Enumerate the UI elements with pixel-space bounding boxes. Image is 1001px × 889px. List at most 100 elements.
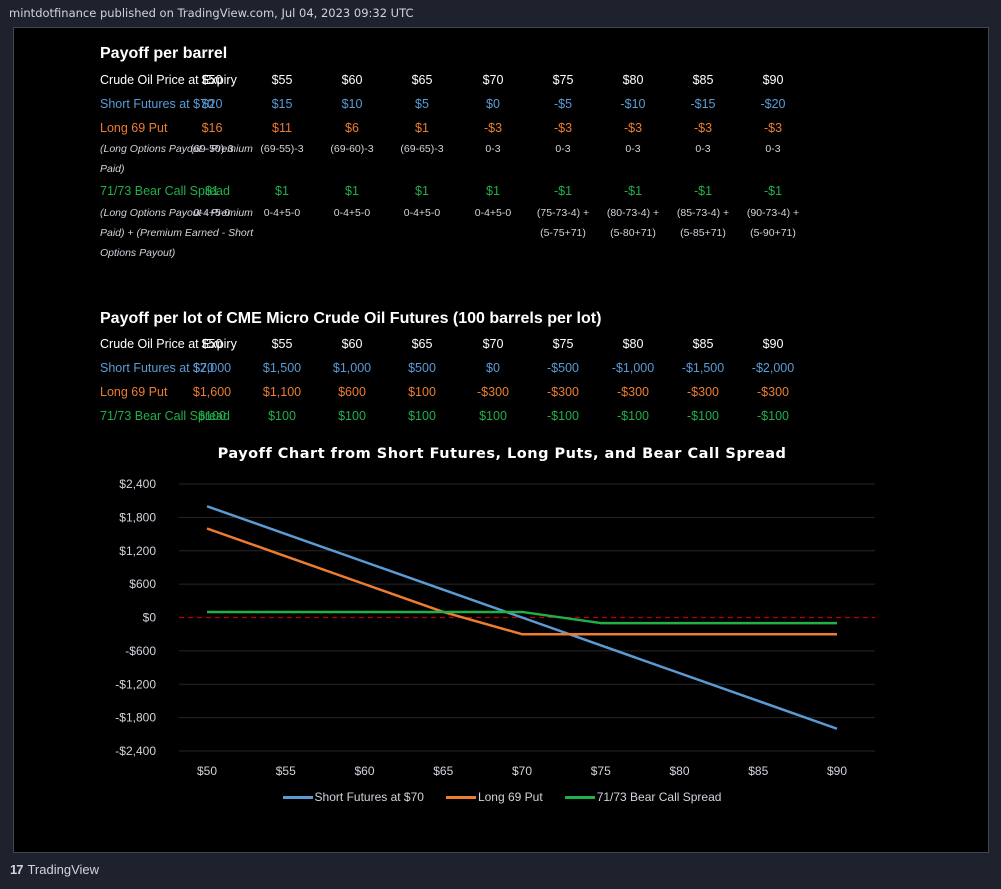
formula-cell: (69-50)-3 [190, 143, 234, 155]
y-tick-label: -$1,800 [115, 711, 156, 725]
table-cell: -$100 [757, 409, 789, 423]
tradingview-brand: TradingView [27, 862, 100, 877]
table-cell: -$1 [553, 184, 573, 198]
table-cell: $70 [482, 337, 504, 351]
table-cell: -$20 [760, 97, 786, 111]
table-cell: $6 [345, 121, 359, 135]
table-cell: -$3 [763, 121, 783, 135]
table-cell: -$1,500 [681, 361, 725, 375]
table-cell: -$300 [477, 385, 509, 399]
table-cell: -$15 [690, 97, 716, 111]
table-cell: $75 [552, 337, 574, 351]
formula-cell: (75-73-4) + [536, 207, 590, 219]
y-tick-label: -$2,400 [115, 744, 156, 758]
table-cell: $75 [552, 73, 574, 87]
x-tick-label: $90 [827, 764, 847, 778]
table-cell: $10 [341, 97, 363, 111]
table-cell: -$5 [553, 97, 573, 111]
table-cell: $1 [415, 184, 429, 198]
table-cell: $1 [415, 121, 429, 135]
barrel-bear-call-note: (Long Options Payout - Premium Paid) + (… [100, 207, 254, 259]
x-tick-label: $65 [433, 764, 453, 778]
table-lot-title: Payoff per lot of CME Micro Crude Oil Fu… [100, 310, 602, 327]
table-cell: $90 [762, 73, 784, 87]
tradingview-footer[interactable]: 17 TradingView [10, 862, 99, 877]
table-cell: $0 [486, 361, 500, 375]
barrel-long-put-note: (Long Options Payout - Premium Paid) [100, 143, 253, 175]
table-cell: $1,000 [332, 361, 372, 375]
table-cell: -$1,000 [611, 361, 655, 375]
formula-cell: (90-73-4) + [746, 207, 800, 219]
table-cell: $15 [271, 97, 293, 111]
legend-swatch-bear-call [564, 795, 595, 799]
formula-cell: 0-3 [625, 143, 641, 155]
table-cell: $55 [271, 337, 293, 351]
table-cell: $55 [271, 73, 293, 87]
table-cell: $50 [201, 337, 223, 351]
legend-item-short-futures[interactable]: Short Futures at $70 [282, 790, 424, 804]
table-cell: $80 [622, 73, 644, 87]
x-tick-label: $80 [669, 764, 689, 778]
table-cell: -$500 [547, 361, 579, 375]
table-cell: $1 [486, 184, 500, 198]
formula-cell: 0-4+5-0 [193, 207, 231, 219]
table-cell: $1 [275, 184, 289, 198]
table-cell: $11 [272, 121, 292, 135]
x-tick-label: $60 [354, 764, 374, 778]
table-cell: $1,500 [262, 361, 302, 375]
table-cell: $0 [486, 97, 500, 111]
table-cell: -$3 [623, 121, 643, 135]
y-tick-label: $600 [129, 577, 156, 591]
legend-swatch-long-put [445, 795, 476, 799]
table-cell: -$10 [620, 97, 646, 111]
table-cell: -$1 [623, 184, 643, 198]
formula-cell: 0-4+5-0 [474, 207, 512, 219]
chart-legend: Short Futures at $70 Long 69 Put 71/73 B… [14, 790, 990, 804]
table-cell: -$1 [693, 184, 713, 198]
table-cell: $500 [408, 361, 436, 375]
x-tick-label: $85 [748, 764, 768, 778]
table-cell: -$300 [757, 385, 789, 399]
formula-cell: 0-4+5-0 [333, 207, 371, 219]
table-cell: -$2,000 [751, 361, 795, 375]
legend-item-long-put[interactable]: Long 69 Put [445, 790, 543, 804]
legend-item-bear-call[interactable]: 71/73 Bear Call Spread [564, 790, 722, 804]
table-cell: $65 [411, 337, 433, 351]
formula-cell: (5-85+71) [680, 227, 726, 239]
table-cell: $50 [201, 73, 223, 87]
series-line-0 [206, 505, 838, 730]
formula-cell: 0-4+5-0 [403, 207, 441, 219]
table-cell: -$300 [687, 385, 719, 399]
lot-bear-call-row: 71/73 Bear Call Spread $100 $100 $100 $100 $… [100, 409, 900, 429]
y-tick-label: $2,400 [119, 477, 156, 491]
formula-cell: (5-80+71) [610, 227, 656, 239]
lot-short-futures-row: Short Futures at $70 $2,000 $1,500 $1,000 $… [100, 361, 900, 381]
formula-cell: 0-3 [555, 143, 571, 155]
formula-cell: (69-55)-3 [260, 143, 304, 155]
table-cell: $85 [692, 337, 714, 351]
idea-panel: Payoff per barrel Crude Oil Price at Exp… [13, 27, 989, 853]
lot-short-futures-label: Short Futures at $70 [100, 361, 214, 375]
x-tick-label: $75 [591, 764, 611, 778]
table-cell: $1 [205, 184, 219, 198]
table-cell: $600 [338, 385, 366, 399]
formula-cell: (69-60)-3 [330, 143, 374, 155]
formula-cell: (85-73-4) + [676, 207, 730, 219]
table-cell: $20 [201, 97, 223, 111]
formula-cell: (5-90+71) [750, 227, 796, 239]
formula-cell: (69-65)-3 [400, 143, 444, 155]
x-tick-label: $55 [276, 764, 296, 778]
lot-long-put-row: Long 69 Put $1,600 $1,100 $600 $100 -$300 -$3… [100, 385, 900, 405]
table-cell: $1,100 [262, 385, 302, 399]
tradingview-logo-icon: 17 [10, 862, 24, 877]
table-cell: $1 [345, 184, 359, 198]
legend-swatch-short-futures [282, 795, 313, 799]
table-cell: $85 [692, 73, 714, 87]
formula-cell: (80-73-4) + [606, 207, 660, 219]
table-cell: $100 [198, 409, 226, 423]
barrel-long-put-row: Long 69 Put $16 $11 $6 $1 -$3 -$3 -$3 -$3 -$3 [100, 121, 900, 141]
legend-label-bear-call: 71/73 Bear Call Spread [596, 790, 722, 804]
table-cell: -$3 [693, 121, 713, 135]
formula-cell: 0-4+5-0 [263, 207, 301, 219]
table-cell: $100 [408, 409, 436, 423]
